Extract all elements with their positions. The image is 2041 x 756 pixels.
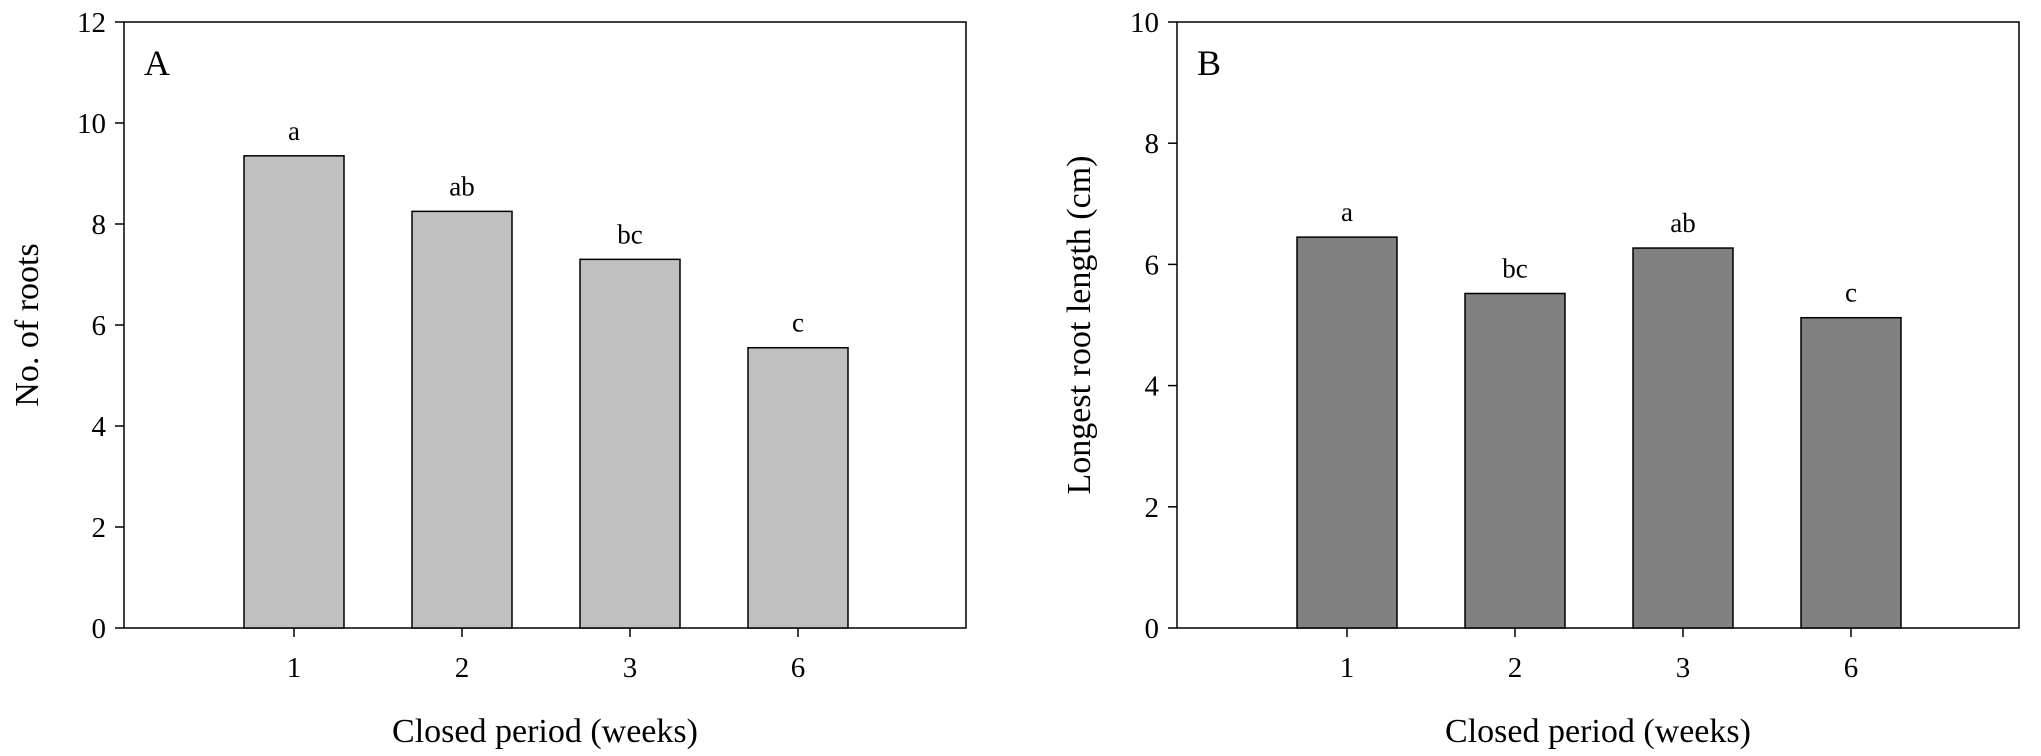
significance-label: c: [792, 308, 804, 338]
y-tick-label: 8: [1145, 128, 1160, 160]
x-axis-title-b: Closed period (weeks): [1445, 713, 1751, 750]
x-tick-label: 3: [1676, 652, 1691, 684]
x-tick-label: 1: [1340, 652, 1355, 684]
x-tick-label: 2: [1508, 652, 1523, 684]
bar: [411, 210, 513, 629]
y-tick-label: 12: [77, 7, 106, 39]
x-axis-title-a: Closed period (weeks): [392, 713, 698, 750]
x-tick-label: 2: [455, 652, 470, 684]
y-axis-title-a: No. of roots: [9, 243, 46, 406]
y-tick-label: 8: [92, 209, 107, 241]
y-tick-label: 2: [1145, 492, 1160, 524]
y-tick-label: 10: [77, 108, 106, 140]
x-tick-label: 6: [1844, 652, 1859, 684]
panel-letter-b: B: [1197, 43, 1221, 83]
bar: [243, 155, 345, 629]
plot-frame-b: [1176, 21, 2020, 629]
x-ticks-a: 1 2 3 6: [287, 628, 806, 684]
x-tick-label: 1: [287, 652, 302, 684]
significance-label: a: [288, 116, 300, 146]
x-tick-label: 6: [791, 652, 806, 684]
significance-label: c: [1845, 278, 1857, 308]
y-ticks-b: 0 2 4 6 8 10: [1130, 7, 1177, 645]
y-tick-label: 6: [92, 310, 107, 342]
significance-label: a: [1341, 197, 1353, 227]
y-tick-label: 2: [92, 512, 107, 544]
significance-label: ab: [1670, 208, 1695, 238]
panel-letter-a: A: [144, 43, 170, 83]
x-ticks-b: 1 2 3 6: [1340, 628, 1859, 684]
y-ticks-a: 0 2 4 6 8 10 12: [77, 7, 124, 645]
significance-label: bc: [1502, 253, 1528, 283]
bar: [1464, 292, 1566, 629]
bar: [1296, 236, 1398, 629]
x-tick-label: 3: [623, 652, 638, 684]
y-tick-label: 10: [1130, 7, 1159, 39]
significance-label: bc: [617, 219, 643, 249]
bar: [747, 346, 849, 629]
y-tick-label: 4: [92, 411, 107, 443]
y-tick-label: 6: [1145, 249, 1160, 281]
y-tick-label: 0: [92, 613, 107, 645]
y-tick-label: 0: [1145, 613, 1160, 645]
bars-a: a ab bc c: [243, 116, 849, 629]
y-tick-label: 4: [1145, 371, 1160, 403]
bar: [1632, 247, 1734, 629]
y-axis-title-b: Longest root length (cm): [1061, 156, 1098, 495]
bar: [579, 258, 681, 629]
bar: [1800, 316, 1902, 629]
significance-label: ab: [449, 171, 474, 201]
